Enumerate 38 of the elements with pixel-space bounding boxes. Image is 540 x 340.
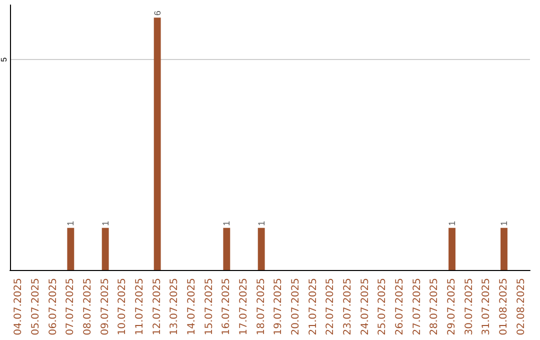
x-tick-label: 10.07.2025 — [117, 278, 128, 336]
x-tick-label: 11.07.2025 — [134, 278, 146, 336]
x-tick-label: 16.07.2025 — [221, 278, 232, 336]
y-tick-label: 5 — [0, 56, 8, 62]
x-tick-label: 06.07.2025 — [48, 278, 59, 336]
x-tick-label: 18.07.2025 — [256, 278, 267, 336]
data-label: 1 — [222, 220, 232, 226]
x-tick-label: 20.07.2025 — [290, 278, 302, 336]
x-tick-label: 04.07.2025 — [13, 278, 24, 336]
x-tick-label: 22.07.2025 — [325, 278, 336, 336]
x-tick-label: 07.07.2025 — [65, 278, 76, 336]
x-tick-label: 17.07.2025 — [238, 278, 250, 336]
data-label: 6 — [152, 10, 162, 16]
x-tick-label: 29.07.2025 — [446, 278, 458, 336]
x-tick-label: 31.07.2025 — [481, 278, 492, 336]
x-tick-label: 15.07.2025 — [204, 278, 215, 336]
x-tick-label: 30.07.2025 — [464, 278, 475, 336]
data-label: 1 — [100, 220, 110, 226]
x-tick-label: 24.07.2025 — [360, 278, 371, 336]
x-tick-label: 26.07.2025 — [394, 278, 406, 336]
x-tick-label: 08.07.2025 — [82, 278, 94, 336]
x-tick-label: 09.07.2025 — [100, 278, 111, 336]
x-tick-label: 01.08.2025 — [498, 278, 510, 336]
x-tick-label: 13.07.2025 — [169, 278, 180, 336]
x-tick-label: 12.07.2025 — [152, 278, 163, 336]
x-tick-label: 25.07.2025 — [377, 278, 388, 336]
x-tick-label: 14.07.2025 — [186, 278, 198, 336]
data-label: 1 — [256, 220, 266, 226]
x-tick-label: 23.07.2025 — [342, 278, 354, 336]
x-tick-label: 05.07.2025 — [30, 278, 42, 336]
data-label: 1 — [66, 220, 76, 226]
data-label: 1 — [447, 220, 457, 226]
x-tick-label: 28.07.2025 — [429, 278, 440, 336]
x-tick-label: 27.07.2025 — [412, 278, 423, 336]
x-tick-label: 21.07.2025 — [308, 278, 319, 336]
x-tick-label: 19.07.2025 — [273, 278, 284, 336]
data-label: 1 — [499, 220, 509, 226]
x-tick-label: 02.08.2025 — [516, 278, 527, 336]
